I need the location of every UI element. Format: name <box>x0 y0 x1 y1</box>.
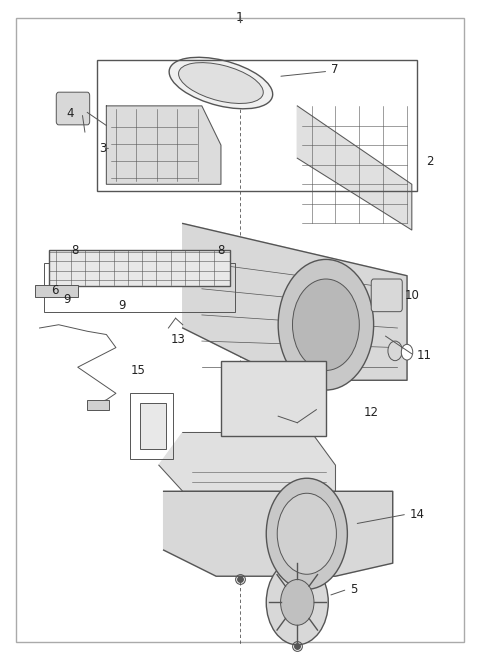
Circle shape <box>278 259 373 390</box>
Polygon shape <box>159 432 336 491</box>
Ellipse shape <box>179 62 263 104</box>
Ellipse shape <box>169 57 273 109</box>
FancyBboxPatch shape <box>56 92 90 125</box>
FancyBboxPatch shape <box>35 285 78 297</box>
Polygon shape <box>297 106 412 230</box>
Text: 9: 9 <box>118 298 125 312</box>
Text: 2: 2 <box>426 155 433 168</box>
Text: 7: 7 <box>331 64 338 77</box>
Circle shape <box>277 493 336 574</box>
Text: 8: 8 <box>217 245 225 257</box>
FancyBboxPatch shape <box>49 250 230 285</box>
Text: 3: 3 <box>99 142 107 155</box>
Circle shape <box>388 341 402 361</box>
Text: 11: 11 <box>417 349 432 362</box>
Text: 10: 10 <box>405 289 420 302</box>
Text: 12: 12 <box>364 407 379 419</box>
Text: 6: 6 <box>51 283 59 297</box>
Text: 5: 5 <box>350 583 357 596</box>
FancyBboxPatch shape <box>87 400 109 409</box>
FancyBboxPatch shape <box>16 18 464 642</box>
Circle shape <box>292 279 360 371</box>
Circle shape <box>281 579 314 625</box>
Circle shape <box>266 478 348 589</box>
Polygon shape <box>164 491 393 576</box>
Text: 9: 9 <box>63 293 71 306</box>
Polygon shape <box>183 224 407 380</box>
Polygon shape <box>107 106 221 184</box>
FancyBboxPatch shape <box>371 279 402 312</box>
Text: 15: 15 <box>130 364 145 377</box>
Circle shape <box>266 560 328 645</box>
Text: 13: 13 <box>170 333 185 346</box>
Text: 8: 8 <box>72 245 79 257</box>
Text: 14: 14 <box>409 508 424 521</box>
Text: 4: 4 <box>67 107 74 120</box>
FancyBboxPatch shape <box>140 403 166 449</box>
Circle shape <box>401 344 413 360</box>
FancyBboxPatch shape <box>221 361 326 436</box>
Text: 1: 1 <box>236 11 244 24</box>
